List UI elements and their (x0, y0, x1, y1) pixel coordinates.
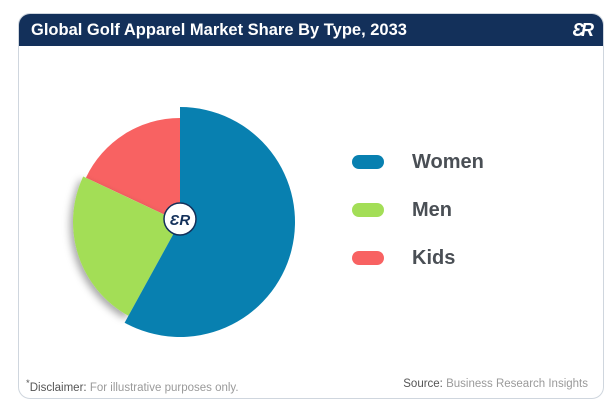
disclaimer: *Disclaimer: For illustrative purposes o… (26, 378, 239, 394)
disclaimer-label: Disclaimer: (29, 381, 87, 394)
brand-logo: ƐR (572, 19, 594, 40)
legend-item-kids: Kids (352, 246, 484, 270)
legend-item-men: Men (352, 198, 484, 222)
legend-label: Women (412, 150, 484, 173)
chart-title: Global Golf Apparel Market Share By Type… (31, 20, 407, 39)
pie-slice-men (72, 176, 180, 316)
pie-slice-women (124, 107, 295, 337)
legend-item-women: Women (352, 150, 484, 174)
source: Source: Business Research Insights (403, 378, 588, 390)
legend-label: Kids (412, 246, 456, 269)
legend-swatch (352, 155, 384, 169)
center-logo-icon: ƐR (170, 212, 191, 229)
chart-header: Global Golf Apparel Market Share By Type… (19, 14, 603, 46)
legend-swatch (352, 203, 384, 217)
legend: Women Men Kids (352, 150, 484, 294)
disclaimer-text: For illustrative purposes only. (89, 381, 239, 394)
pie-slice-kids (85, 118, 180, 222)
legend-swatch (352, 251, 384, 265)
center-logo-badge (163, 202, 197, 236)
legend-label: Men (412, 198, 452, 221)
source-text: Business Research Insights (446, 378, 588, 390)
source-label: Source: (403, 378, 443, 390)
